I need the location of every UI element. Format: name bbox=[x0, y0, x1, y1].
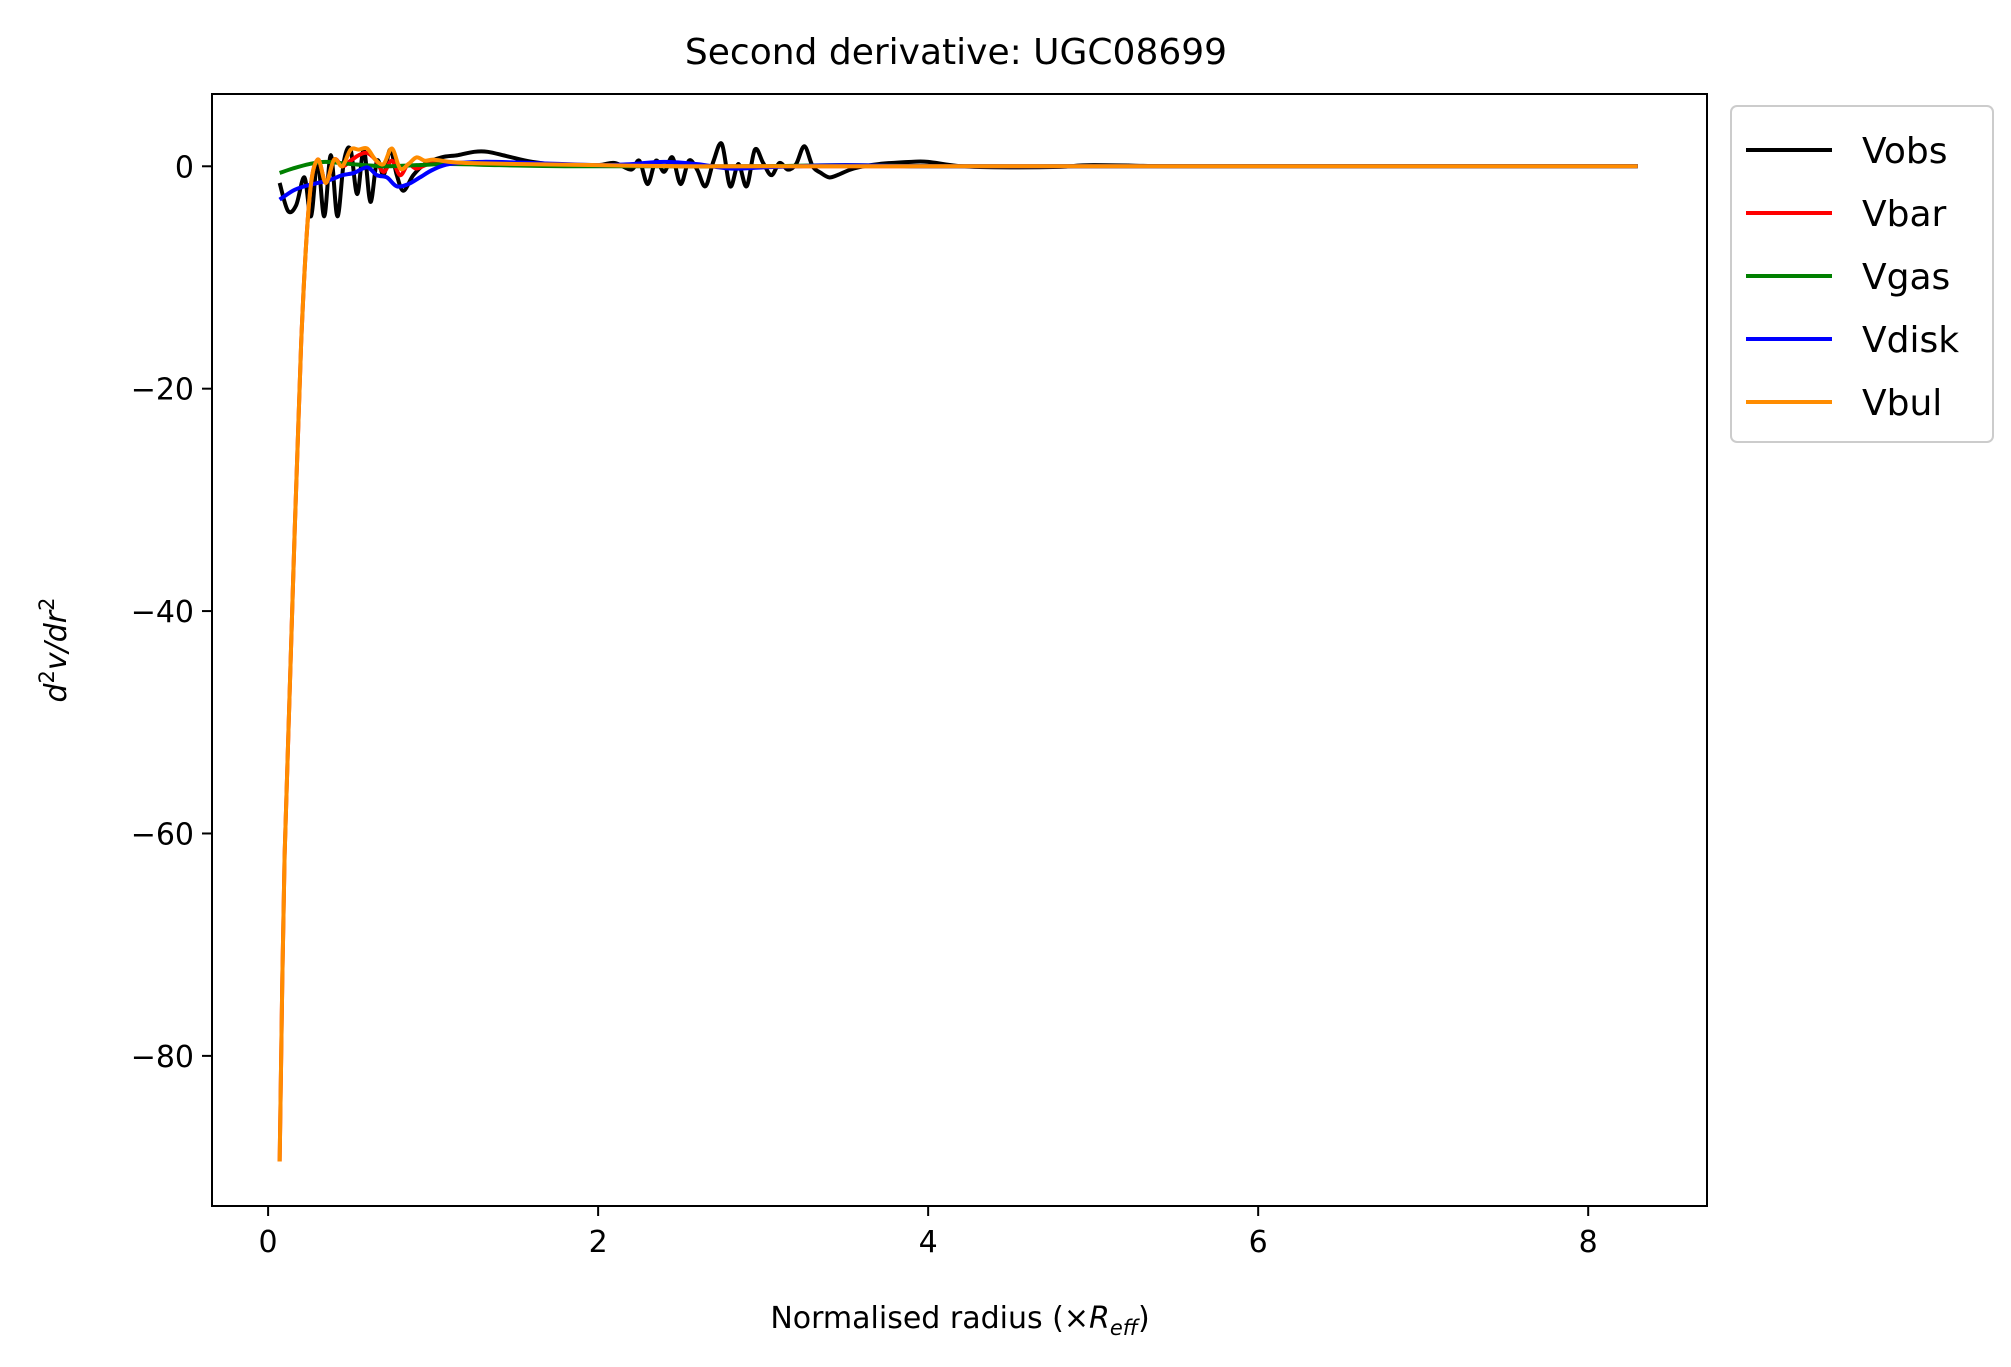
y-axis-label: d2v/dr2 bbox=[35, 597, 74, 702]
legend-label-vbul: Vbul bbox=[1862, 383, 1942, 424]
legend: Vobs Vbar Vgas Vdisk Vbul bbox=[1730, 105, 1994, 443]
plot-frame bbox=[211, 93, 1708, 1207]
x-axis-label-suffix: ) bbox=[1138, 1301, 1150, 1336]
legend-label-vbar: Vbar bbox=[1862, 194, 1947, 235]
x-axis-label-symbol: R bbox=[1089, 1301, 1110, 1336]
y-tick-label: −60 bbox=[131, 817, 194, 852]
x-axis-label-subscript: eff bbox=[1110, 1316, 1141, 1340]
legend-items: Vobs Vbar Vgas Vdisk Vbul bbox=[1746, 131, 1959, 424]
legend-label-vobs: Vobs bbox=[1862, 131, 1947, 172]
y-axis-label-body: v/dr bbox=[39, 609, 74, 670]
x-axis-label-prefix: Normalised radius (× bbox=[770, 1301, 1089, 1336]
y-axis-label-d: d bbox=[39, 683, 74, 703]
y-axis-label-sup1: 2 bbox=[35, 670, 59, 683]
legend-label-vdisk: Vdisk bbox=[1862, 320, 1959, 361]
legend-box bbox=[1730, 105, 1994, 443]
y-axis-ticks: 0 −20 −40 −60 −80 bbox=[131, 150, 212, 1075]
y-tick-label: −80 bbox=[131, 1040, 194, 1075]
x-axis-ticks: 0 2 4 6 8 bbox=[259, 1206, 1598, 1260]
y-tick-label: −40 bbox=[131, 595, 194, 630]
series-layer bbox=[277, 141, 1638, 1162]
x-tick-label: 4 bbox=[919, 1225, 938, 1260]
series-line-vbar bbox=[277, 150, 1638, 1162]
x-tick-label: 6 bbox=[1249, 1225, 1268, 1260]
y-axis-label-sup2: 2 bbox=[35, 597, 59, 610]
plot-area bbox=[211, 93, 1708, 1207]
series-line-vbul bbox=[277, 145, 1638, 1162]
legend-label-vgas: Vgas bbox=[1862, 257, 1950, 298]
x-tick-label: 0 bbox=[259, 1225, 278, 1260]
y-tick-label: 0 bbox=[175, 150, 194, 185]
y-tick-label: −20 bbox=[131, 373, 194, 408]
x-tick-label: 2 bbox=[589, 1225, 608, 1260]
x-axis-label: Normalised radius (×Reff) bbox=[770, 1301, 1149, 1340]
x-tick-label: 8 bbox=[1579, 1225, 1598, 1260]
chart-title: Second derivative: UGC08699 bbox=[685, 32, 1227, 73]
series-line-vobs bbox=[277, 141, 1638, 219]
